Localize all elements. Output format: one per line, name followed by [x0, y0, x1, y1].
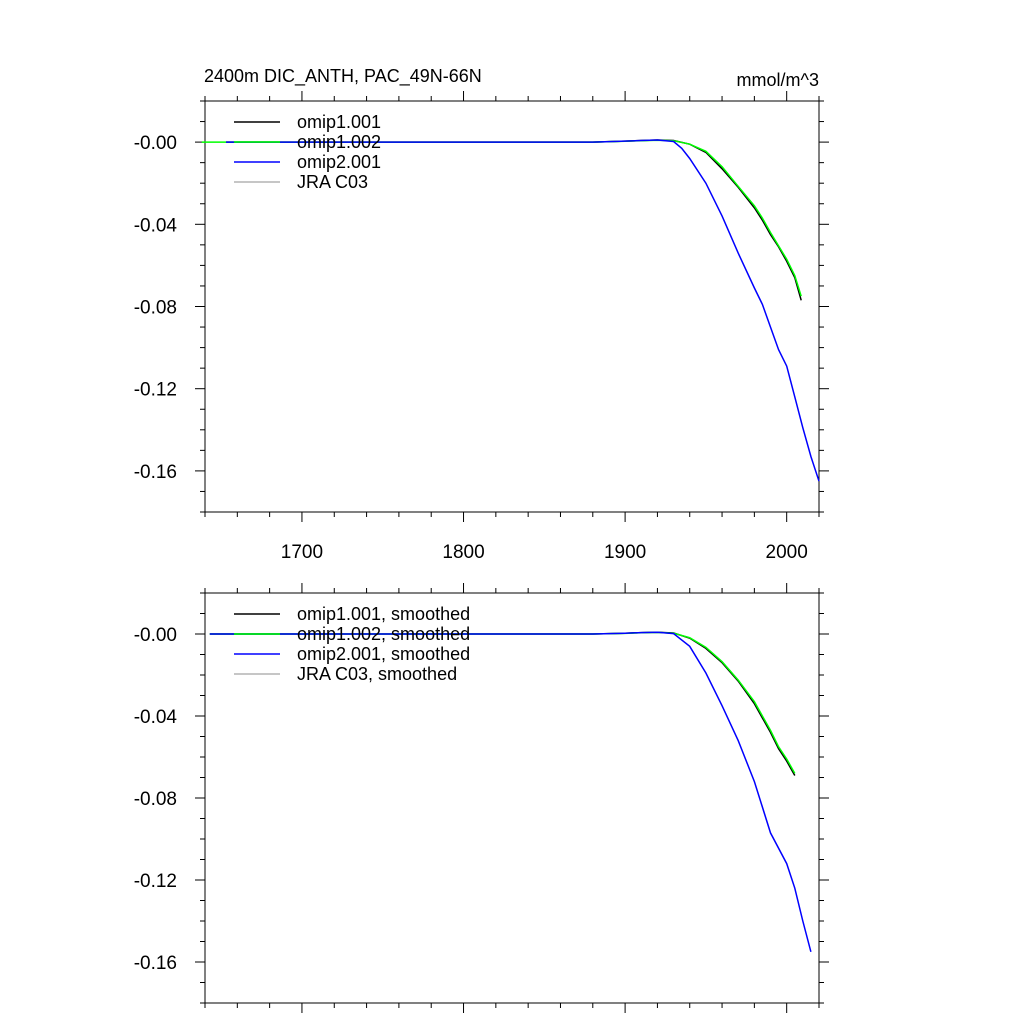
x-tick-label: 1900	[604, 542, 646, 563]
x-tick-label: 2000	[766, 542, 808, 563]
legend-label: JRA C03, smoothed	[297, 664, 457, 684]
legend-label: omip1.001, smoothed	[297, 604, 470, 624]
y-tick-label: -0.00	[134, 133, 177, 154]
legend-label: JRA C03	[297, 172, 368, 192]
x-tick-label: 1800	[442, 542, 484, 563]
legend-label: omip1.001	[297, 112, 381, 132]
units-label: mmol/m^3	[737, 70, 819, 90]
y-tick-label: -0.00	[134, 625, 177, 646]
y-tick-label: -0.08	[134, 298, 177, 319]
series-line	[201, 139, 802, 297]
y-tick-label: -0.16	[134, 462, 177, 483]
y-tick-label: -0.12	[134, 380, 177, 401]
legend-label: omip1.002	[297, 132, 381, 152]
y-tick-label: -0.04	[134, 215, 178, 236]
y-tick-label: -0.12	[134, 871, 177, 892]
x-tick-label: 1700	[281, 542, 323, 563]
legend-label: omip2.001	[297, 152, 381, 172]
chart-title: 2400m DIC_ANTH, PAC_49N-66N	[204, 66, 482, 87]
panel-top: 1700 1800 1900 2000 -0.00 -0.04 -0.08 -0.12 -0.1…	[134, 91, 829, 563]
series-line	[226, 139, 820, 482]
y-tick-label: -0.16	[134, 953, 177, 974]
y-tick-label: -0.08	[134, 789, 177, 810]
panel-bottom: -0.00 -0.04 -0.08 -0.12 -0.16 omip1.001, smoo…	[134, 583, 829, 1013]
y-tick-label: -0.04	[134, 707, 178, 728]
series-line	[209, 631, 812, 952]
legend-label: omip2.001, smoothed	[297, 644, 470, 664]
legend-label: omip1.002, smoothed	[297, 624, 470, 644]
